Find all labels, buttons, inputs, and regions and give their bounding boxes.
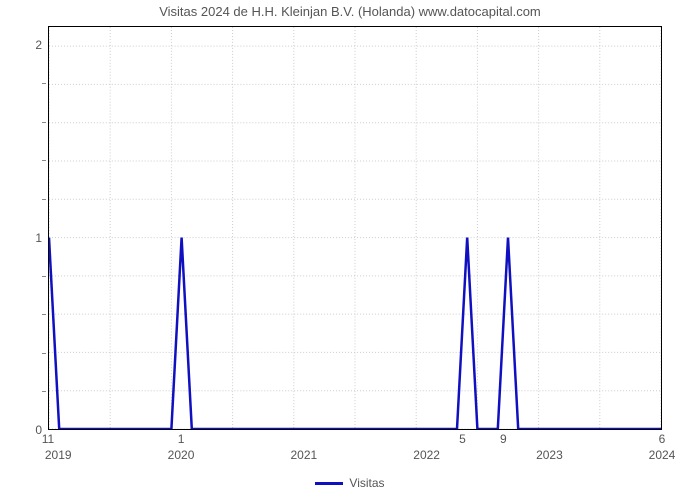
plot-area	[48, 26, 662, 430]
ytick-minor	[42, 353, 46, 354]
chart-svg	[49, 27, 661, 429]
ytick-label: 2	[2, 38, 42, 52]
xtick-minor-label: 5	[459, 432, 466, 446]
ytick-minor	[42, 276, 46, 277]
ytick-minor	[42, 391, 46, 392]
xtick-major-label: 2019	[45, 448, 72, 462]
xtick-major-label: 2023	[536, 448, 563, 462]
xtick-minor-label: 6	[659, 432, 666, 446]
legend: Visitas	[0, 476, 700, 490]
ytick-minor	[42, 160, 46, 161]
ytick-minor	[42, 314, 46, 315]
ytick-minor	[42, 83, 46, 84]
ytick-label: 0	[2, 423, 42, 437]
xtick-major-label: 2024	[649, 448, 676, 462]
xtick-major-label: 2020	[168, 448, 195, 462]
xtick-minor-label: 1	[178, 432, 185, 446]
xtick-minor-label: 9	[500, 432, 507, 446]
xtick-major-label: 2021	[290, 448, 317, 462]
chart-title: Visitas 2024 de H.H. Kleinjan B.V. (Hola…	[0, 4, 700, 19]
ytick-minor	[42, 199, 46, 200]
ytick-label: 1	[2, 231, 42, 245]
xtick-minor-label: 11	[42, 432, 54, 446]
legend-label-visitas: Visitas	[349, 476, 384, 490]
legend-swatch-visitas	[315, 482, 343, 485]
xtick-major-label: 2022	[413, 448, 440, 462]
ytick-minor	[42, 122, 46, 123]
